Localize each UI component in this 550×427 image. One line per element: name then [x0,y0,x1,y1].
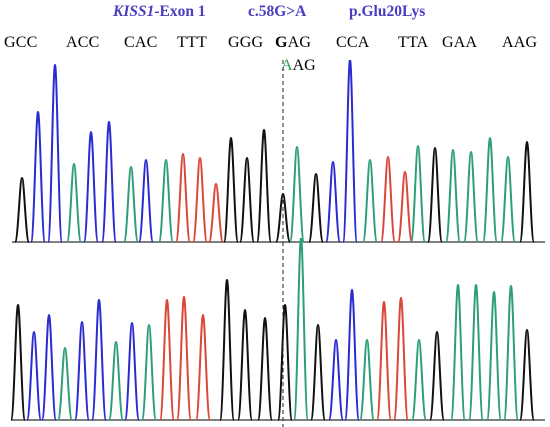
codon-9: GAA [442,34,478,51]
gene-exon-label: KISS1-Exon 1 [113,3,206,21]
mutant-peak [450,283,466,421]
cdna-change-label: c.58G>A [248,3,307,20]
mutant-peak [503,284,519,421]
wildtype-peak [308,172,324,243]
mutant-peak [159,298,175,421]
mutant-peak [257,316,273,421]
chromatogram-wildtype [0,60,550,250]
wildtype-peak [192,156,208,243]
mutant-codon-rest: AG [292,57,316,74]
wildtype-peak [138,158,154,243]
mutant-peak [393,296,409,421]
mutant-peak [108,340,124,421]
wildtype-peak [14,176,30,243]
mutant-peak [26,330,42,421]
mutant-peak [376,300,392,421]
mutant-peak [344,288,360,421]
wildtype-peak [239,156,255,243]
codon-4: TTT [177,34,207,51]
protein-change-label: p.Glu20Lys [349,3,426,20]
mutant-peak [74,320,90,421]
chromatogram-mutant-svg [10,238,545,421]
mutant-peak [411,338,427,421]
wildtype-peak [289,145,305,243]
codon-6-first-base: G [275,34,288,51]
mutant-peak [468,283,484,421]
mutant-peak [486,290,502,421]
figure-title: KISS1-Exon 1 c.58G>A p.Glu20Lys [0,3,550,25]
wildtype-peak [208,182,224,243]
mutant-peak [310,323,326,421]
mutant-peak [141,323,157,421]
mutant-codon-label: AAG [281,57,316,75]
wildtype-peak [410,144,426,243]
wildtype-peak [519,140,535,243]
mutant-peak [219,278,235,421]
mutant-base: A [281,57,293,74]
mutant-peak [91,298,107,421]
codon-1: GCC [4,34,38,51]
mutant-peak [359,338,375,421]
wildtype-peak [500,155,516,243]
wildtype-peak [30,110,46,243]
codon-8: TTA [398,34,429,51]
mutant-peak [237,308,253,421]
mutant-peak [195,313,211,421]
mutant-peak [429,330,445,421]
wildtype-peak [362,158,378,243]
mutant-peak [328,338,344,421]
mutant-peak [10,303,26,421]
mutant-peak [293,238,309,421]
codon-6-mutated: GAG [275,34,311,52]
wildtype-peak [463,150,479,243]
gene-name: KISS1 [113,3,155,20]
chromatogram-mutant [0,238,550,427]
codon-6-rest: AG [287,34,312,51]
chromatogram-wildtype-svg [12,60,545,243]
codon-2: ACC [66,34,100,51]
wildtype-peak [342,60,358,243]
wildtype-peak [101,120,117,243]
mutant-peak [277,303,293,421]
codon-10: AAG [502,34,538,51]
wildtype-peak [158,158,174,243]
codon-5: GGG [228,34,264,51]
wildtype-peak [427,146,443,243]
wildtype-peak [275,192,291,243]
wildtype-peak [83,130,99,243]
codon-7: CCA [336,34,370,51]
mutant-peak [519,328,535,421]
exon-label: -Exon 1 [154,3,206,20]
wildtype-peak [397,170,413,243]
codon-3: CAC [124,34,158,51]
wildtype-peak [482,136,498,243]
wildtype-peak [47,63,63,243]
mutant-peak [57,346,73,421]
wildtype-peak [325,160,341,243]
wildtype-peak [223,136,239,243]
wildtype-peak [175,152,191,243]
wildtype-peak [66,162,82,243]
wildtype-peak [123,165,139,243]
mutant-peak [176,295,192,421]
wildtype-peak [380,155,396,243]
mutant-peak [41,313,57,421]
wildtype-peak [256,128,272,243]
mutant-peak [124,321,140,421]
wildtype-peak [445,148,461,243]
